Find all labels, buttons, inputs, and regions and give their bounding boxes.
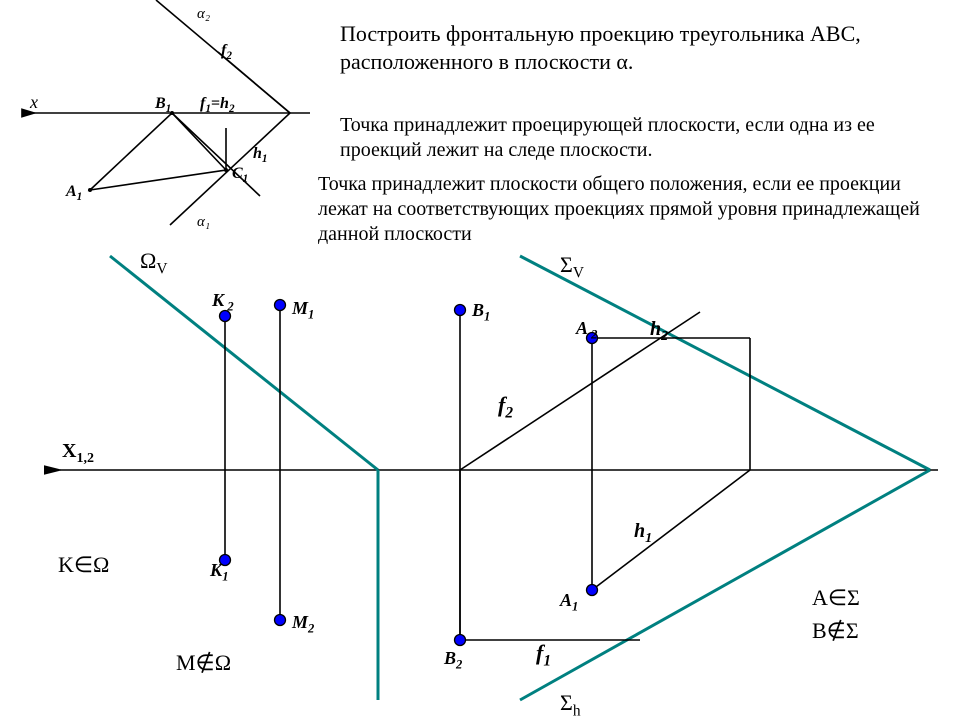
point-m2: [275, 615, 286, 626]
point-b1-main: [455, 305, 466, 316]
label-k1: К1: [210, 560, 229, 585]
label-h2-main: h2: [650, 318, 668, 345]
label-m2: М2: [292, 612, 314, 637]
label-omega-v: ΩV: [140, 248, 167, 278]
label-a2-main: А 2: [576, 318, 597, 343]
label-a-in-sigma: А∈Σ: [812, 585, 860, 611]
label-m-not-omega: M∉Ω: [176, 650, 231, 676]
sigma-bottom-trace: [520, 470, 930, 700]
label-h1-main: h1: [634, 520, 652, 547]
label-m1: М1: [292, 298, 314, 323]
label-a1-main: А1: [560, 590, 578, 615]
label-k2: К 2: [212, 290, 234, 315]
point-b2-main: [455, 635, 466, 646]
label-sigma-h: Σh: [560, 690, 581, 720]
label-f2-main: f2: [498, 392, 513, 422]
omega-top-trace: [110, 256, 378, 470]
label-x12: Х1,2: [62, 440, 94, 467]
label-f1-main: f1: [536, 640, 551, 670]
point-m1: [275, 300, 286, 311]
point-a1-main: [587, 585, 598, 596]
label-b1-main: В1: [472, 300, 490, 325]
label-k-in-omega: K∈Ω: [58, 552, 109, 578]
h1-line: [592, 470, 750, 590]
label-sigma-v: ΣV: [560, 252, 584, 282]
label-b-not-sigma: В∉Σ: [812, 618, 859, 644]
label-b2-main: В2: [444, 648, 462, 673]
diagram-canvas: α₂ f2 B1 f1=h2 x A1 C1 h1 α₁ Построить ф…: [0, 0, 960, 720]
main-diagram-svg: [0, 0, 960, 720]
sigma-top-trace: [520, 256, 930, 470]
